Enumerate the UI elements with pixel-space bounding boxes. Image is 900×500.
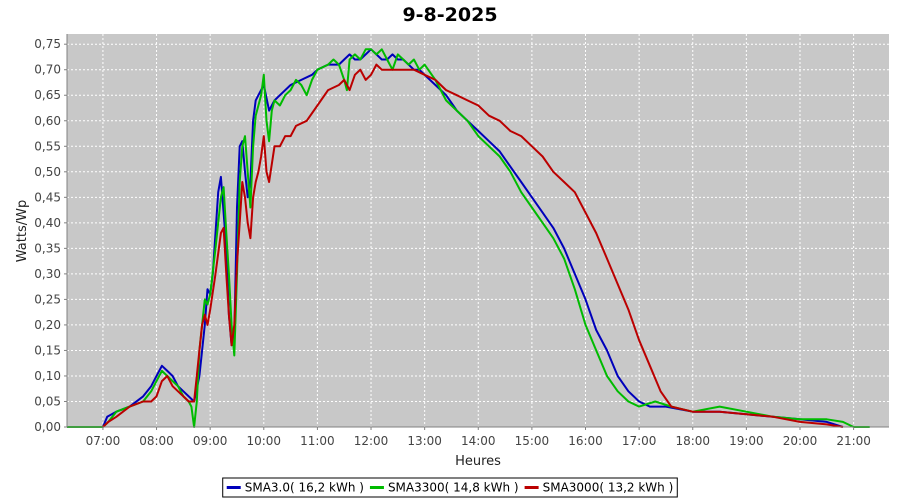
y-tick-label: 0,50 <box>34 165 61 179</box>
y-tick-label: 0,10 <box>34 369 61 383</box>
y-tick-label: 0,70 <box>34 63 61 77</box>
legend-item-0: SMA3.0( 16,2 kWh ) <box>226 481 364 495</box>
legend-item-1: SMA3300( 14,8 kWh ) <box>369 481 519 495</box>
x-tick-label: 09:00 <box>193 434 228 448</box>
x-tick-label: 14:00 <box>461 434 496 448</box>
x-tick-label: 12:00 <box>354 434 389 448</box>
x-tick-label: 18:00 <box>675 434 710 448</box>
x-tick-label: 16:00 <box>568 434 603 448</box>
x-tick-label: 21:00 <box>836 434 871 448</box>
x-axis-label: Heures <box>455 454 501 469</box>
legend-label-1: SMA3300( 14,8 kWh ) <box>388 481 519 495</box>
x-tick-label: 08:00 <box>139 434 174 448</box>
y-tick-label: 0,55 <box>34 139 61 153</box>
x-tick-label: 13:00 <box>407 434 442 448</box>
x-tick-label: 15:00 <box>515 434 550 448</box>
grid <box>67 34 889 428</box>
legend: SMA3.0( 16,2 kWh ) SMA3300( 14,8 kWh ) SMA… <box>222 477 678 498</box>
x-tick-label: 19:00 <box>729 434 764 448</box>
y-tick-label: 0,65 <box>34 88 61 102</box>
y-tick-label: 0,15 <box>34 343 61 357</box>
legend-box <box>222 477 678 498</box>
legend-item-2: SMA3000( 13,2 kWh ) <box>524 481 674 495</box>
y-tick-label: 0,60 <box>34 114 61 128</box>
y-tick-label: 0,05 <box>34 394 61 408</box>
y-tick-label: 0,45 <box>34 190 61 204</box>
x-tick-label: 10:00 <box>246 434 281 448</box>
series-line-2 <box>102 63 844 428</box>
x-axis-ticks: 07:00 08:00 09:00 10:00 11:00 12:00 13:00 14:00… <box>86 427 871 448</box>
series-layer <box>67 48 870 428</box>
y-axis-label: Watts/Wp <box>15 200 30 262</box>
legend-label-0: SMA3.0( 16,2 kWh ) <box>245 481 364 495</box>
series-line-1 <box>67 48 870 428</box>
x-tick-label: 07:00 <box>86 434 121 448</box>
legend-label-2: SMA3000( 13,2 kWh ) <box>543 481 674 495</box>
y-tick-label: 0,75 <box>34 37 61 51</box>
x-tick-label: 17:00 <box>622 434 657 448</box>
y-tick-label: 0,35 <box>34 241 61 255</box>
chart-title: 9-8-2025 <box>402 4 497 26</box>
y-tick-label: 0,00 <box>34 420 61 434</box>
y-tick-label: 0,40 <box>34 216 61 230</box>
y-tick-label: 0,25 <box>34 292 61 306</box>
x-tick-label: 20:00 <box>783 434 818 448</box>
y-tick-label: 0,20 <box>34 318 61 332</box>
y-axis-ticks: 0,00 0,05 0,10 0,15 0,20 0,25 0,30 0,35 0,40 0,45… <box>34 37 67 434</box>
x-tick-label: 11:00 <box>300 434 335 448</box>
y-tick-label: 0,30 <box>34 267 61 281</box>
